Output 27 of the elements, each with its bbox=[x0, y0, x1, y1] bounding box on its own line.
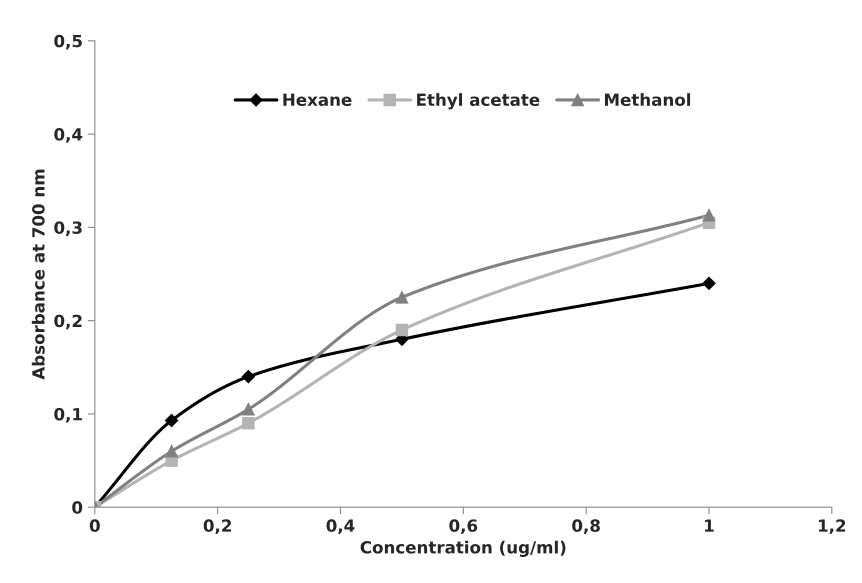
x-tick-label: 0,4 bbox=[326, 519, 354, 534]
point bbox=[242, 403, 255, 416]
point bbox=[396, 324, 408, 336]
point bbox=[165, 444, 178, 458]
legend-label: Methanol bbox=[604, 93, 690, 106]
point bbox=[242, 417, 255, 430]
x-tick-label: 0,8 bbox=[572, 519, 600, 534]
x-tick-label: 1 bbox=[705, 520, 714, 532]
y-tick-label: 0,1 bbox=[54, 408, 82, 423]
point bbox=[702, 276, 716, 290]
x-tick-label: 0 bbox=[90, 519, 100, 532]
point bbox=[242, 370, 255, 384]
legend-label: Hexane bbox=[283, 94, 352, 106]
x-tick-label: 1,2 bbox=[818, 519, 846, 534]
y-tick-label: 0,3 bbox=[54, 221, 82, 236]
y-tick-label: 0 bbox=[72, 501, 82, 514]
point bbox=[165, 414, 178, 428]
legend-label: Ethyl acetate bbox=[417, 93, 540, 110]
point bbox=[702, 208, 716, 222]
y-axis-title: Absorbance at 700 nm bbox=[32, 170, 45, 380]
point bbox=[396, 291, 408, 304]
y-tick-label: 0,5 bbox=[54, 34, 82, 50]
y-tick-label: 0,4 bbox=[54, 128, 82, 143]
x-axis-title: Concentration (ug/ml) bbox=[360, 540, 566, 557]
x-tick-label: 0,6 bbox=[449, 519, 478, 534]
x-tick-label: 0,2 bbox=[204, 519, 231, 534]
y-tick-label: 0,2 bbox=[54, 314, 82, 330]
